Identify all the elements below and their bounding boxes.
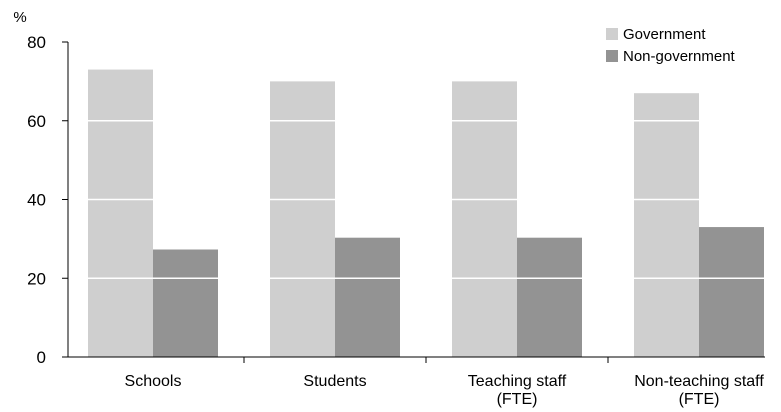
bar-government-3 (634, 93, 699, 357)
category-label-2-line-1: (FTE) (497, 391, 538, 408)
y-tick-label-60: 60 (27, 112, 46, 131)
category-label-1-line-0: Students (303, 373, 366, 390)
y-tick-label-0: 0 (37, 348, 46, 367)
bar-government-0 (88, 69, 153, 357)
legend-swatch-government (606, 28, 618, 40)
bars-group (88, 69, 764, 357)
category-label-3-line-1: (FTE) (679, 391, 720, 408)
y-tick-label-40: 40 (27, 191, 46, 210)
y-axis-unit-label: % (13, 9, 26, 26)
gridlines-group (68, 120, 765, 279)
y-tick-label-20: 20 (27, 269, 46, 288)
legend-label-non-government: Non-government (623, 48, 736, 65)
bar-non-government-2 (517, 237, 582, 357)
x-labels-group: Schools Students Teaching staff(FTE)Non-te… (125, 373, 765, 408)
bar-non-government-3 (699, 227, 764, 357)
category-label-3-line-0: Non-teaching staff (634, 373, 764, 390)
legend-swatch-non-government (606, 50, 618, 62)
category-label-0-line-0: Schools (125, 373, 182, 390)
category-label-2-line-0: Teaching staff (468, 373, 567, 390)
bar-non-government-0 (153, 249, 218, 357)
bar-government-1 (270, 81, 335, 357)
bar-non-government-1 (335, 237, 400, 357)
legend-label-government: Government (623, 26, 706, 43)
y-ticks-group: 0 20 40 60 80 (27, 33, 609, 367)
legend: Government Non-government (606, 26, 736, 65)
bar-government-2 (452, 81, 517, 357)
y-tick-label-80: 80 (27, 33, 46, 52)
